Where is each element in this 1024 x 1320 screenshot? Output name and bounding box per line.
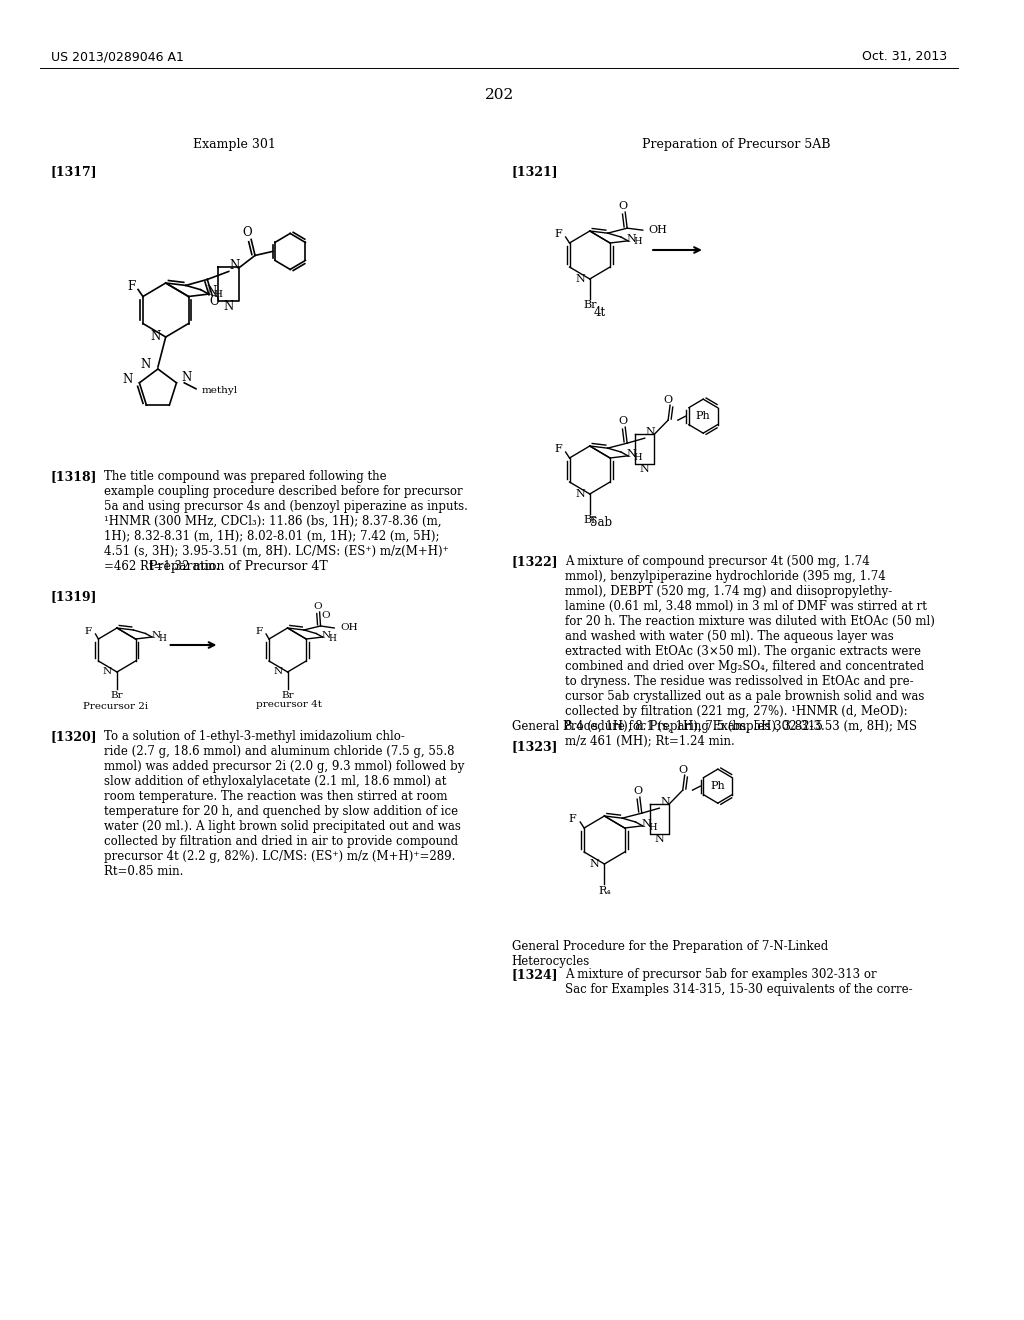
Text: N: N <box>122 374 132 387</box>
Text: H: H <box>634 238 642 247</box>
Text: H: H <box>213 290 222 300</box>
Text: Example 301: Example 301 <box>193 139 275 150</box>
Text: General Procedure for the Preparation of 7-N-Linked
Heterocycles: General Procedure for the Preparation of… <box>512 940 828 968</box>
Text: Br: Br <box>282 690 294 700</box>
Text: [1323]: [1323] <box>512 741 558 752</box>
Text: General Procedure for Preparing Examples 302-315: General Procedure for Preparing Examples… <box>512 719 822 733</box>
Text: F: F <box>554 228 562 239</box>
Text: 4t: 4t <box>594 306 605 319</box>
Text: O: O <box>618 416 628 426</box>
Text: precursor 4t: precursor 4t <box>256 700 323 709</box>
Text: [1322]: [1322] <box>512 554 558 568</box>
Text: F: F <box>554 444 562 454</box>
Text: 202: 202 <box>484 88 514 102</box>
Text: Preparation of Precursor 4T: Preparation of Precursor 4T <box>150 560 329 573</box>
Text: OH: OH <box>340 623 357 632</box>
Text: The title compound was prepared following the
example coupling procedure describ: The title compound was prepared followin… <box>104 470 468 573</box>
Text: N: N <box>660 797 670 807</box>
Text: Ph: Ph <box>696 411 711 421</box>
Text: N: N <box>590 859 599 869</box>
Text: N: N <box>627 234 637 244</box>
Text: N: N <box>229 259 240 272</box>
Text: N: N <box>646 428 655 437</box>
Text: [1321]: [1321] <box>512 165 558 178</box>
Text: A mixture of compound precursor 4t (500 mg, 1.74
mmol), benzylpiperazine hydroch: A mixture of compound precursor 4t (500 … <box>565 554 935 748</box>
Text: F: F <box>127 280 135 293</box>
Text: O: O <box>313 602 322 611</box>
Text: A mixture of precursor 5ab for examples 302-313 or
Sac for Examples 314-315, 15-: A mixture of precursor 5ab for examples … <box>565 968 913 997</box>
Text: N: N <box>575 488 585 499</box>
Text: N: N <box>654 834 665 845</box>
Text: [1319]: [1319] <box>51 590 97 603</box>
Text: R₄: R₄ <box>598 886 610 896</box>
Text: [1324]: [1324] <box>512 968 558 981</box>
Text: Br: Br <box>583 300 597 310</box>
Text: O: O <box>618 201 628 211</box>
Text: Ph: Ph <box>711 781 725 791</box>
Text: N: N <box>575 275 585 284</box>
Text: 5ab: 5ab <box>591 516 612 528</box>
Text: O: O <box>322 611 330 620</box>
Text: H: H <box>634 453 642 462</box>
Text: N: N <box>322 631 331 640</box>
Text: N: N <box>627 449 637 459</box>
Text: OH: OH <box>648 226 668 235</box>
Text: To a solution of 1-ethyl-3-methyl imidazolium chlo-
ride (2.7 g, 18.6 mmol) and : To a solution of 1-ethyl-3-methyl imidaz… <box>104 730 465 878</box>
Text: N: N <box>103 668 112 676</box>
Text: N: N <box>223 300 233 313</box>
Text: [1318]: [1318] <box>51 470 97 483</box>
Text: methyl: methyl <box>202 387 238 395</box>
Text: N: N <box>641 818 651 829</box>
Text: N: N <box>141 359 152 371</box>
Text: [1320]: [1320] <box>51 730 97 743</box>
Text: O: O <box>209 294 219 308</box>
Text: N: N <box>151 330 161 343</box>
Text: H: H <box>159 634 166 643</box>
Text: N: N <box>273 668 283 676</box>
Text: F: F <box>568 814 577 824</box>
Text: F: F <box>255 627 262 635</box>
Text: F: F <box>84 627 91 635</box>
Text: O: O <box>678 766 687 775</box>
Text: US 2013/0289046 A1: US 2013/0289046 A1 <box>51 50 183 63</box>
Text: [1317]: [1317] <box>51 165 97 178</box>
Text: Br: Br <box>583 515 597 525</box>
Text: Precursor 2i: Precursor 2i <box>83 702 148 711</box>
Text: N: N <box>181 371 191 384</box>
Text: H: H <box>329 634 337 643</box>
Text: O: O <box>633 787 642 796</box>
Text: Br: Br <box>111 690 123 700</box>
Text: Preparation of Precursor 5AB: Preparation of Precursor 5AB <box>642 139 830 150</box>
Text: Oct. 31, 2013: Oct. 31, 2013 <box>862 50 947 63</box>
Text: O: O <box>243 226 252 239</box>
Text: N: N <box>640 465 649 474</box>
Text: N: N <box>207 285 217 298</box>
Text: O: O <box>664 395 673 405</box>
Text: N: N <box>152 631 161 640</box>
Text: H: H <box>648 822 656 832</box>
